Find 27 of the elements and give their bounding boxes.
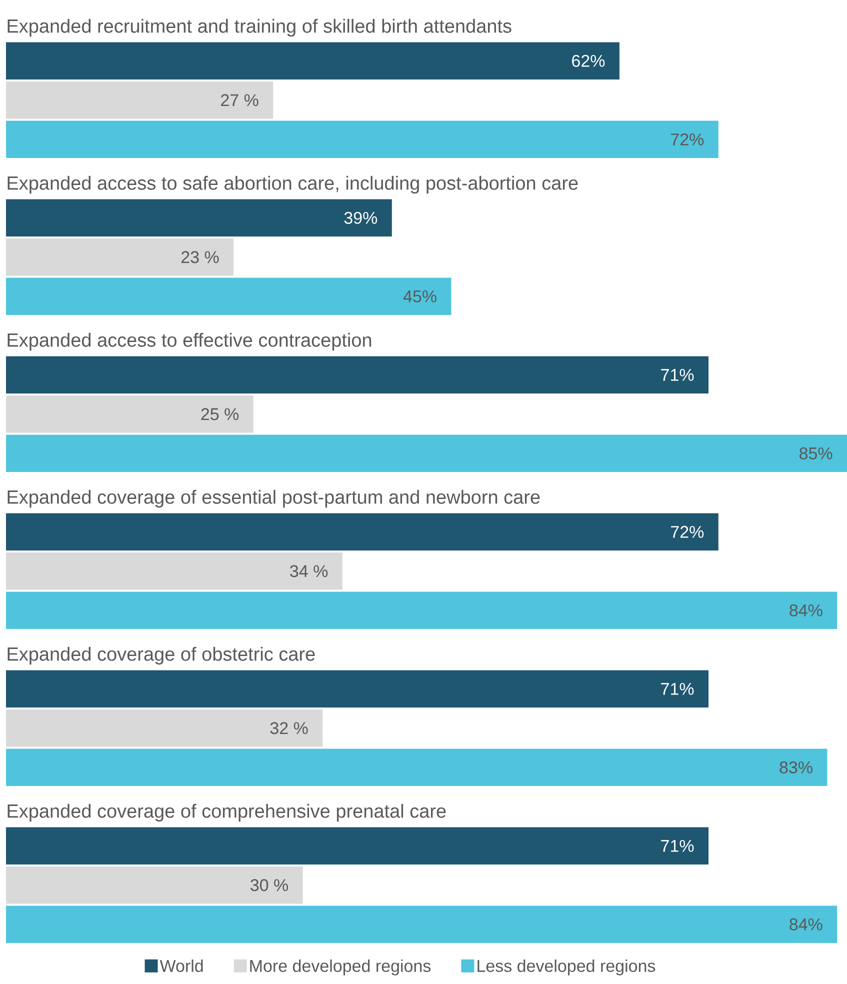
data-label: 71% — [661, 840, 694, 852]
data-label: 27 % — [221, 94, 258, 106]
data-label: 84% — [790, 604, 822, 616]
data-label: 45% — [403, 290, 436, 302]
data-label: 72% — [671, 526, 704, 538]
legend-label: More developed regions — [250, 960, 431, 976]
y-tick-label: Expanded access to safe abortion care, including post-abortion care — [8, 176, 578, 194]
data-label: 71% — [661, 368, 694, 381]
data-label: 30 % — [250, 879, 288, 892]
y-tick-label: Expanded coverage of comprehensive prenatal care — [8, 804, 446, 822]
y-tick-label: Expanded coverage of obstetric care — [8, 646, 315, 665]
data-label: 23 % — [181, 251, 219, 264]
y-tick-label: Expanded coverage of essential post-partum and newborn care — [8, 490, 540, 508]
legend-label: Less developed regions — [478, 960, 656, 976]
y-tick-label: Expanded recruitment and training of skilled birth attendants — [8, 18, 512, 37]
data-label: 62% — [572, 54, 605, 67]
data-label: 72% — [671, 133, 704, 146]
data-label: 71% — [661, 682, 694, 695]
data-label: 83% — [780, 761, 812, 774]
data-label: 85% — [800, 447, 832, 460]
legend-label: World — [160, 960, 203, 972]
data-label: 34 % — [290, 565, 328, 578]
data-label: 84% — [790, 918, 822, 930]
y-tick-label: Expanded access to effective contraception — [8, 332, 372, 351]
data-label: 32 % — [270, 722, 308, 734]
data-label: 25 % — [201, 408, 239, 420]
data-label: 39% — [344, 212, 378, 224]
